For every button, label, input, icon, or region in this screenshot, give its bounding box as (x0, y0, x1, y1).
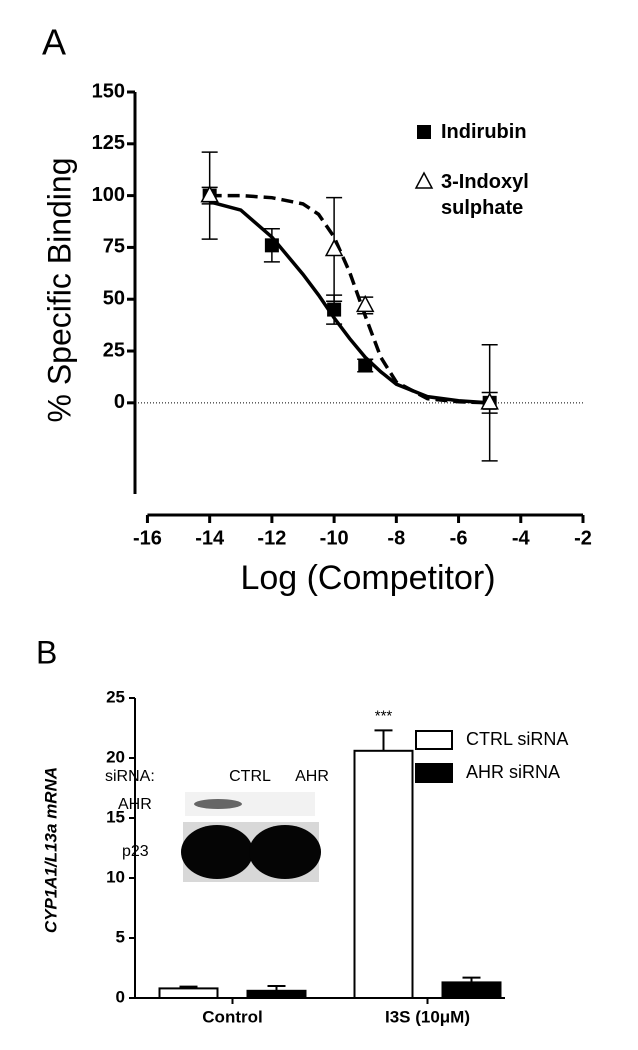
x-tick-label: -2 (574, 527, 592, 549)
annotation: *** (375, 707, 393, 724)
legend-marker (415, 763, 453, 783)
legend-label-box: Indirubin (441, 121, 527, 143)
legend-label-box: 3-Indoxyl sulphate (441, 171, 529, 219)
y-tick-label: 150 (92, 80, 125, 102)
y-tick-label: 75 (103, 236, 125, 258)
legend-label: Indirubin (441, 121, 527, 143)
y-tick-label: 20 (106, 747, 125, 766)
marker (358, 358, 373, 373)
bar (353, 749, 414, 999)
marker (327, 302, 342, 317)
panel-label: A (42, 22, 66, 63)
x-axis-label: Log (Competitor) (240, 559, 495, 597)
y-axis-label: CYP1A1/L13a mRNA (41, 767, 60, 933)
marker (264, 238, 279, 253)
legend-label: CTRL siRNA (466, 729, 568, 749)
marker (200, 185, 219, 203)
y-tick-label: 0 (116, 987, 125, 1006)
y-tick-label: 25 (103, 339, 125, 361)
legend-marker (415, 730, 453, 750)
fit-curve (209, 193, 490, 405)
x-tick-label: -8 (387, 527, 405, 549)
y-axis-label: % Specific Binding (41, 157, 77, 422)
x-tick-label: I3S (10μM) (385, 1007, 470, 1026)
inset-header: AHR (295, 768, 329, 785)
y-tick-label: 5 (116, 927, 125, 946)
panel-label: B (36, 634, 57, 670)
bar (158, 987, 219, 1000)
x-tick-label: -16 (133, 527, 162, 549)
inset-blot: siRNA: CTRL AHR AHR p23 (105, 768, 329, 882)
legend-label: AHR siRNA (466, 762, 560, 782)
x-tick-label: -10 (320, 527, 349, 549)
blot-band (194, 799, 242, 809)
x-tick-label: -14 (195, 527, 225, 549)
x-tick-label: -12 (257, 527, 286, 549)
blot-band (249, 825, 321, 879)
fit-curve (209, 200, 490, 405)
legend-label: 3-Indoxyl sulphate (441, 171, 529, 219)
x-tick-label: -4 (512, 527, 531, 549)
bar (246, 989, 307, 999)
y-tick-label: 10 (106, 867, 125, 886)
y-tick-label: 50 (103, 287, 125, 309)
bar (441, 981, 502, 1000)
blot-band (181, 825, 253, 879)
x-tick-label: -6 (450, 527, 468, 549)
error-bar (374, 729, 393, 751)
inset-header: CTRL (229, 768, 271, 785)
y-tick-label: 15 (106, 807, 125, 826)
legend-marker (417, 125, 431, 139)
x-tick-label: Control (202, 1007, 262, 1026)
marker (324, 238, 344, 257)
y-tick-label: 25 (106, 687, 125, 706)
marker (355, 294, 375, 313)
y-tick-label: 0 (114, 391, 125, 413)
legend-marker (414, 171, 434, 189)
y-tick-label: 125 (92, 132, 125, 154)
marker (480, 392, 499, 410)
y-tick-label: 100 (92, 184, 125, 206)
inset-header: siRNA: (105, 768, 155, 785)
